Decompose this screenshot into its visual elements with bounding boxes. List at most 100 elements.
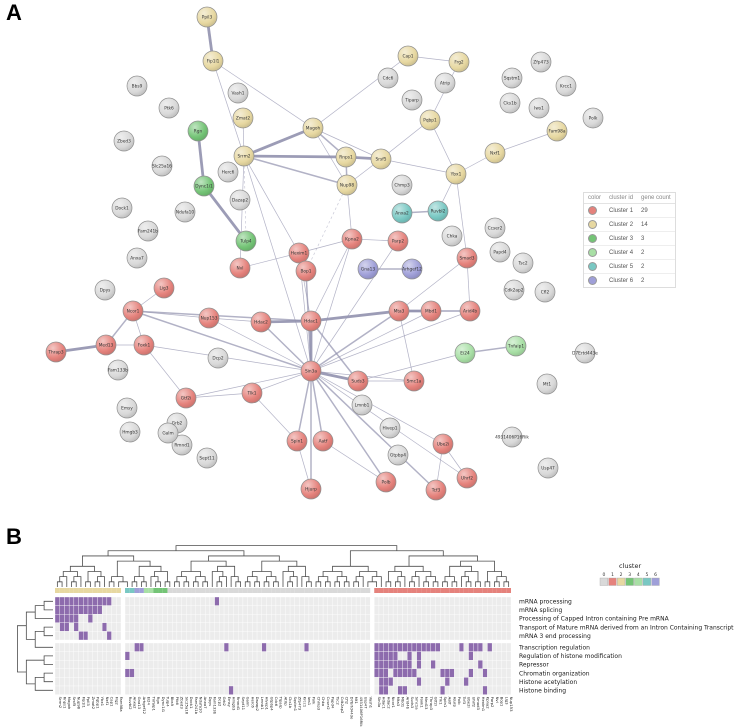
heatmap-cell bbox=[313, 677, 319, 687]
gene-node-circle bbox=[119, 421, 141, 443]
column-annotation-cell bbox=[228, 588, 234, 593]
column-annotation-cell bbox=[435, 588, 441, 593]
heatmap-cell bbox=[143, 622, 149, 632]
gene-label: Aatf bbox=[319, 439, 328, 445]
heatmap-cell bbox=[351, 642, 357, 652]
gene-label: Ube2i bbox=[437, 442, 449, 448]
network-node: D7Ertd443e bbox=[572, 342, 598, 364]
heatmap-cell bbox=[346, 651, 352, 661]
gene-label: Parp2 bbox=[392, 239, 405, 245]
heatmap-cell bbox=[294, 660, 300, 669]
column-label: Tulp4 bbox=[166, 696, 171, 708]
heatmap-cell bbox=[92, 685, 98, 695]
heatmap-cell bbox=[506, 622, 512, 632]
heatmap-cell bbox=[162, 668, 168, 678]
heatmap-cell bbox=[129, 668, 135, 678]
heatmap-cell bbox=[355, 631, 361, 641]
heatmap-cell bbox=[190, 668, 196, 678]
heatmap-cell bbox=[83, 677, 89, 687]
heatmap-cell bbox=[322, 685, 328, 695]
heatmap-cell bbox=[209, 685, 215, 695]
network-node: Dazap2 bbox=[229, 189, 251, 211]
heatmap-cell bbox=[252, 642, 258, 652]
gene-node-circle bbox=[441, 225, 463, 247]
heatmap-cell bbox=[360, 596, 366, 606]
heatmap-cell bbox=[299, 677, 305, 687]
column-label: Krcc1 bbox=[302, 697, 307, 708]
gene-node-circle bbox=[425, 479, 447, 501]
gene-node-circle bbox=[171, 434, 193, 456]
heatmap-cell bbox=[289, 614, 295, 623]
gene-count-cell: 3 bbox=[637, 231, 675, 246]
heatmap-cell bbox=[129, 605, 135, 615]
heatmap-cell bbox=[477, 642, 483, 652]
heatmap-cell bbox=[205, 660, 211, 669]
heatmap-cell bbox=[190, 660, 196, 669]
column-annotation-cell bbox=[360, 588, 366, 593]
column-label: Mt1 bbox=[354, 697, 359, 705]
heatmap-cell bbox=[68, 614, 75, 623]
heatmap-cell bbox=[360, 651, 366, 661]
heatmap-cell bbox=[285, 660, 291, 669]
heatmap-cell bbox=[87, 622, 93, 632]
heatmap-cell bbox=[477, 631, 483, 641]
heatmap-cell bbox=[138, 605, 145, 615]
heatmap-cell bbox=[247, 660, 253, 669]
heatmap-cell bbox=[487, 642, 493, 652]
column-label: Cfl2 bbox=[345, 697, 350, 705]
legend-swatch bbox=[617, 577, 626, 586]
heatmap-cell bbox=[176, 685, 182, 695]
column-annotation-cell bbox=[304, 588, 309, 593]
column-annotation-cell bbox=[64, 588, 70, 593]
heatmap-cell bbox=[209, 660, 215, 669]
gene-node-circle bbox=[187, 120, 209, 142]
heatmap-cell bbox=[440, 605, 446, 615]
column-label: Spin1 bbox=[443, 697, 448, 708]
cluster-color-swatch bbox=[588, 234, 597, 243]
column-label: Aatf bbox=[448, 697, 453, 705]
heatmap-cell bbox=[341, 605, 347, 615]
heatmap-cell bbox=[54, 668, 60, 678]
heatmap-cell bbox=[374, 651, 380, 661]
heatmap-cell bbox=[355, 596, 361, 606]
gene-node-circle bbox=[174, 201, 196, 223]
heatmap-cell bbox=[378, 622, 384, 632]
heatmap-cell bbox=[402, 660, 408, 669]
heatmap-cell bbox=[134, 622, 140, 632]
gene-label: Lmnb1 bbox=[355, 403, 370, 409]
gene-label: Ei24 bbox=[460, 351, 470, 357]
heatmap-cell bbox=[360, 614, 366, 623]
column-label: Dcp2 bbox=[217, 697, 222, 707]
heatmap-cell bbox=[440, 660, 446, 669]
heatmap-cell bbox=[496, 668, 502, 678]
network-node: Gtpbp4 bbox=[387, 444, 409, 466]
heatmap-cell bbox=[238, 677, 244, 687]
heatmap-cell bbox=[280, 677, 286, 687]
heatmap-cell bbox=[341, 642, 347, 652]
network-edge bbox=[357, 352, 466, 382]
heatmap-cell bbox=[101, 668, 108, 678]
column-annotation-cell bbox=[374, 588, 379, 593]
heatmap-cell bbox=[299, 685, 305, 695]
gene-node-circle bbox=[420, 300, 442, 322]
heatmap-cell bbox=[64, 631, 70, 641]
heatmap-cell bbox=[205, 622, 211, 632]
heatmap-cell bbox=[322, 677, 328, 687]
heatmap-cell bbox=[397, 642, 403, 652]
heatmap-cell bbox=[388, 614, 394, 623]
heatmap-cell bbox=[491, 614, 498, 623]
gene-node-circle bbox=[202, 50, 224, 72]
heatmap-cell bbox=[261, 651, 267, 661]
heatmap-cell bbox=[190, 631, 196, 641]
heatmap-cell bbox=[101, 596, 108, 606]
heatmap-cell bbox=[275, 642, 281, 652]
heatmap-cell bbox=[106, 614, 112, 623]
heatmap-cell bbox=[242, 614, 248, 623]
heatmap-cell bbox=[167, 605, 173, 615]
heatmap-cell bbox=[360, 631, 366, 641]
column-annotation-cell bbox=[143, 588, 149, 593]
heatmap-cell bbox=[172, 631, 178, 641]
cluster-id-cell: Cluster 2 bbox=[605, 217, 638, 232]
heatmap-cell bbox=[501, 651, 507, 661]
